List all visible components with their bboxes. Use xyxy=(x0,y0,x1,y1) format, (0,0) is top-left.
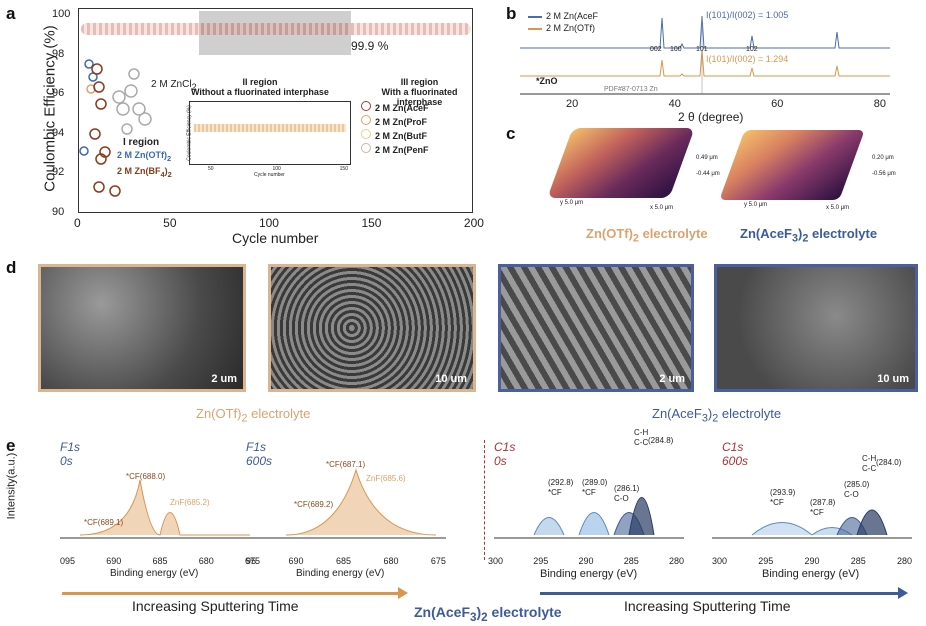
afm-image-acef xyxy=(719,130,865,200)
xps-f1s-600s-xlabel: Binding energy (eV) xyxy=(296,568,385,579)
xps-c1s-0s-xlabel: Binding energy (eV) xyxy=(540,568,638,580)
sputter-arrowhead-left xyxy=(398,587,408,599)
panel-e-divider xyxy=(484,440,485,560)
zncl2-label: 2 M ZnCl2 xyxy=(151,79,197,92)
xps-f1s-600s-xticks: 95 690 685 680 675 xyxy=(246,556,446,566)
xps-f1s-0s-xlabel: Binding energy (eV) xyxy=(110,568,199,579)
inset-plot: 50 100 150 Cycle number Coulombic Efficien… xyxy=(186,101,351,178)
sputter-arrowhead-right xyxy=(898,587,908,599)
inset-xticks: 50 100 150 xyxy=(208,166,348,172)
panel-b-xticks: 20 40 60 80 xyxy=(566,98,886,110)
xps-c1s-600s-xticks: 300 295 290 285 280 xyxy=(712,556,912,566)
xps-c1s-0s-xticks: 300 295 290 285 280 xyxy=(488,556,684,566)
panel-a-xticks: 0 50 100 150 200 xyxy=(74,216,484,230)
panel-b-plot: 2 M Zn(AceF 2 M Zn(OTf) I(101)/I(002) = … xyxy=(520,8,890,96)
afm-axis-otf-2: x 5.0 μm xyxy=(650,205,674,211)
sputter-arrow-left xyxy=(62,592,402,595)
inset-xlabel: Cycle number xyxy=(254,172,285,178)
region-1-label: I region xyxy=(123,137,160,148)
afm-axis-acef-1: y 5.0 μm xyxy=(744,202,768,208)
caption-d-acef: Zn(AceF3)2 electrolyte xyxy=(652,406,782,425)
panel-e-ylabel: Intensity(a.u.) xyxy=(5,452,18,520)
panel-c-label: c xyxy=(506,124,516,143)
caption-c-otf: Zn(OTf)2 electrolyte xyxy=(586,226,708,245)
xrd-patterns xyxy=(520,15,890,95)
panel-b-label: b xyxy=(506,4,517,23)
ce-trace xyxy=(81,23,471,35)
ratio-top: I(101)/I(002) = 1.005 xyxy=(706,10,789,20)
afm-scale-acef: 0.20 μm -0.56 μm xyxy=(872,155,896,177)
panel-b-xlabel: 2 θ (degree) xyxy=(678,110,744,124)
afm-axis-otf-1: y 5.0 μm xyxy=(560,200,584,206)
caption-d-otf: Zn(OTf)2 electrolyte xyxy=(196,406,311,425)
legend-right: 2 M Zn(AceF 2 M Zn(ProF 2 M Zn(ButF 2 M … xyxy=(361,101,429,157)
caption-c-acef: Zn(AceF3)2 electrolyte xyxy=(740,226,878,245)
xps-f1s-600s: F1s 600s *CF(687.1) ZnF(685.6) *CF(689.2) xyxy=(246,440,446,540)
panel-a-plot: 99.9 % 2 M ZnCl2 II region Without a fluo… xyxy=(78,8,473,213)
center-caption: Zn(AceF3)2 electrolyte xyxy=(414,604,562,624)
sputter-arrow-right xyxy=(540,592,902,595)
sem-acef-2um: 2 um xyxy=(498,264,694,392)
panel-d-label: d xyxy=(6,258,17,277)
xps-c1s-600s: C1s 600s (293.9) *CF (287.8) *CF (285.0) C-O… xyxy=(712,440,912,540)
panel-a-xlabel: Cycle number xyxy=(232,230,319,246)
xps-f1s-0s-xticks: 095 690 685 680 675 xyxy=(60,556,260,566)
region-2-label: II region Without a fluorinated interphas… xyxy=(191,77,329,97)
xps-c1s-600s-xlabel: Binding energy (eV) xyxy=(762,568,860,580)
afm-image-otf xyxy=(547,128,695,198)
sem-otf-10um: 10 um xyxy=(268,264,476,392)
pdf-label: PDF#87-0713 Zn xyxy=(604,86,658,93)
afm-scale-otf: 0.49 μm -0.44 μm xyxy=(696,155,720,177)
panel-e-label: e xyxy=(6,436,16,455)
region-3-label: III region With a fluorinated interphase xyxy=(381,77,458,107)
scatter-points xyxy=(79,59,152,197)
panel-a-label: a xyxy=(6,4,16,23)
xrd-legend: 2 M Zn(AceF 2 M Zn(OTf) xyxy=(528,10,598,34)
xps-c1s-0s: C1s 0s (292.8) *CF (289.0) *CF (286.1) C-O C… xyxy=(494,428,684,540)
ratio-bottom: I(101)/I(002) = 1.294 xyxy=(706,54,789,64)
highlight-region xyxy=(199,11,351,55)
inset-trace xyxy=(194,124,346,132)
sputter-label-left: Increasing Sputtering Time xyxy=(132,598,299,614)
sem-otf-2um: 2 um xyxy=(38,264,246,392)
inset-ylabel: Coulombic Efficiency (%) xyxy=(186,105,193,161)
afm-axis-acef-2: x 5.0 μm xyxy=(826,205,850,211)
sem-acef-10um: 10 um xyxy=(714,264,918,392)
xps-f1s-0s: F1s 0s *CF(688.0) *CF(689.1) ZnF(685.2) xyxy=(60,440,260,540)
zno-label: *ZnO xyxy=(536,76,558,86)
panel-a-yticks: 90 92 94 96 98 100 xyxy=(52,8,71,218)
ce-999-label: 99.9 % xyxy=(351,39,389,53)
legend-left: 2 M Zn(OTf)2 2 M Zn(BF4)2 xyxy=(117,150,172,179)
sputter-label-right: Increasing Sputtering Time xyxy=(624,598,791,614)
